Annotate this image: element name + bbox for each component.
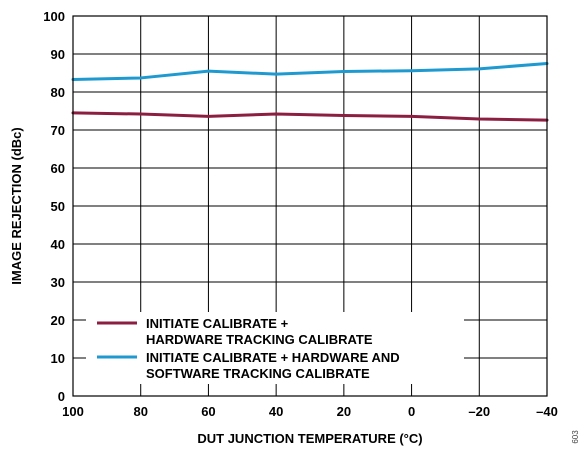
legend-label-2: SOFTWARE TRACKING CALIBRATE	[146, 366, 370, 381]
x-axis-title: DUT JUNCTION TEMPERATURE (°C)	[197, 431, 422, 446]
legend-label-1: HARDWARE TRACKING CALIBRATE	[146, 332, 373, 347]
legend-label-1: INITIATE CALIBRATE +	[146, 316, 289, 331]
x-tick-label: 0	[408, 404, 415, 419]
x-tick-label: 60	[201, 404, 215, 419]
x-tick-label: 40	[269, 404, 283, 419]
y-tick-label: 70	[51, 123, 65, 138]
x-tick-labels: 100 80 60 40 20 0 –20 –40	[62, 404, 558, 419]
legend: INITIATE CALIBRATE +HARDWARE TRACKING CA…	[86, 312, 464, 384]
legend-background	[86, 312, 464, 384]
plot-frame	[72, 15, 548, 397]
series-lines	[71, 62, 549, 122]
x-tick-label: –20	[468, 404, 490, 419]
y-tick-label: 30	[51, 275, 65, 290]
figure-id: 603	[571, 430, 580, 444]
x-tick-label: –40	[536, 404, 558, 419]
x-tick-label: 100	[62, 404, 84, 419]
x-tick-label: 20	[337, 404, 351, 419]
y-tick-label: 90	[51, 47, 65, 62]
y-tick-label: 0	[58, 389, 65, 404]
y-axis-title: IMAGE REJECTION (dBc)	[9, 127, 24, 284]
series-line-2	[71, 62, 549, 81]
y-tick-labels: 0 10 20 30 40 50 60 70 80 90 100	[43, 9, 65, 404]
y-tick-label: 40	[51, 237, 65, 252]
y-tick-label: 80	[51, 85, 65, 100]
y-tick-label: 100	[43, 9, 65, 24]
y-tick-label: 50	[51, 199, 65, 214]
x-tick-label: 80	[133, 404, 147, 419]
y-tick-label: 10	[51, 351, 65, 366]
legend-label-2: INITIATE CALIBRATE + HARDWARE AND	[146, 350, 400, 365]
y-tick-label: 20	[51, 313, 65, 328]
series-line-1	[71, 111, 549, 122]
y-tick-label: 60	[51, 161, 65, 176]
